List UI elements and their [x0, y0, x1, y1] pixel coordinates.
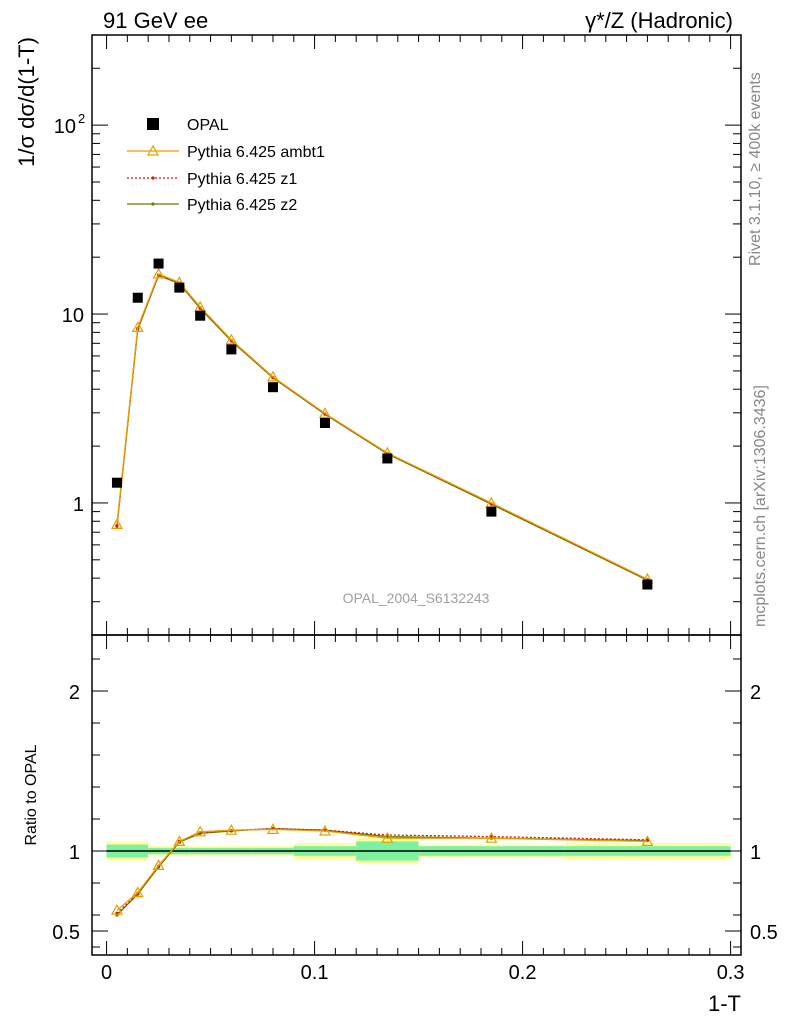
y-tick-exponent: 2: [78, 111, 85, 126]
data-point-opal: [642, 579, 653, 590]
triangle-marker: [266, 370, 279, 382]
triangle-marker: [318, 824, 331, 836]
ratio-panel: 0.5 0.5 1 1 2 2 0 0.1 0.2 0.3 Ratio to OPAL 1-T: [23, 634, 778, 1016]
data-point-opal: [226, 344, 237, 355]
x-tick-label: 0.1: [301, 962, 329, 984]
triangle-marker: [146, 144, 160, 156]
ratio-y-tick-label: 2: [69, 682, 80, 704]
legend-label: Pythia 6.425 z1: [187, 171, 297, 188]
analysis-label: OPAL_2004_S6132243: [343, 590, 490, 606]
legend: OPAL Pythia 6.425 ambt1 Pythia 6.425 z1 Pyt…: [127, 117, 325, 214]
ratio-y-tick-labels: 0.5 0.5 1 1 2 2: [52, 682, 778, 944]
triangle-marker: [194, 825, 207, 837]
legend-label: Pythia 6.425 z2: [187, 197, 297, 214]
x-tick-label: 0.2: [509, 962, 537, 984]
y-tick-label: 10: [54, 116, 76, 138]
header-right: γ*/Z (Hadronic): [585, 8, 733, 33]
ratio-series-layer: [110, 823, 654, 917]
legend-label: OPAL: [187, 117, 229, 134]
ratio-y-tick-label-right: 0.5: [750, 922, 778, 944]
ratio-y-axis-label: Ratio to OPAL: [23, 744, 40, 845]
main-y-axis-label: 1/σ dσ/d(1-T): [14, 37, 39, 167]
x-tick-label: 0.3: [717, 962, 745, 984]
triangle-marker: [485, 831, 498, 843]
series-line-ambt1: [116, 828, 648, 911]
source-label: mcplots.cern.ch [arXiv:1306.3436]: [752, 385, 769, 627]
triangle-marker: [318, 407, 331, 418]
ratio-x-tick-labels: 0 0.1 0.2 0.3: [101, 962, 745, 984]
y-tick-label: 1: [73, 494, 84, 516]
x-tick-label: 0: [101, 962, 112, 984]
data-point-opal: [195, 310, 206, 321]
series-line-ambt1: [116, 273, 648, 580]
data-point-opal: [174, 282, 185, 293]
triangle-marker: [110, 903, 123, 915]
main-series-layer: [110, 258, 654, 590]
ratio-y-tick-label-right: 2: [750, 682, 761, 704]
triangle-marker: [110, 518, 123, 529]
triangle-marker: [152, 267, 165, 279]
legend-dot-z1: [151, 176, 155, 180]
header-left: 91 GeV ee: [103, 8, 208, 33]
triangle-marker: [381, 831, 394, 843]
triangle-marker: [131, 321, 144, 332]
data-point-opal: [132, 292, 143, 303]
triangle-marker: [641, 835, 654, 847]
ratio-frame: [91, 634, 742, 956]
triangle-marker: [152, 859, 165, 871]
triangle-marker: [173, 835, 186, 847]
data-point-opal: [319, 418, 330, 429]
ratio-ticks: [92, 635, 741, 955]
triangle-marker: [266, 823, 279, 835]
ratio-y-tick-label-right: 1: [750, 842, 761, 864]
y-tick-label: 10: [62, 305, 84, 327]
triangle-marker: [225, 333, 238, 345]
point-z1: [115, 523, 119, 528]
ratio-uncertainty-bands: [106, 838, 731, 864]
legend-dot-z2: [151, 202, 155, 206]
triangle-marker: [225, 823, 238, 835]
data-point-opal: [486, 506, 497, 517]
legend-marker-opal: [147, 118, 159, 130]
ratio-y-tick-label: 0.5: [52, 922, 80, 944]
data-point-opal: [267, 382, 278, 393]
rivet-label: Rivet 3.1.10, ≥ 400k events: [747, 72, 764, 266]
data-point-opal: [382, 453, 393, 464]
triangle-marker: [131, 886, 144, 898]
legend-label: Pythia 6.425 ambt1: [187, 144, 325, 161]
series-line-z2: [116, 274, 648, 581]
ratio-y-tick-label: 1: [69, 842, 80, 864]
data-point-opal: [153, 258, 164, 269]
x-axis-label: 1-T: [708, 991, 741, 1016]
data-point-opal: [111, 477, 122, 488]
